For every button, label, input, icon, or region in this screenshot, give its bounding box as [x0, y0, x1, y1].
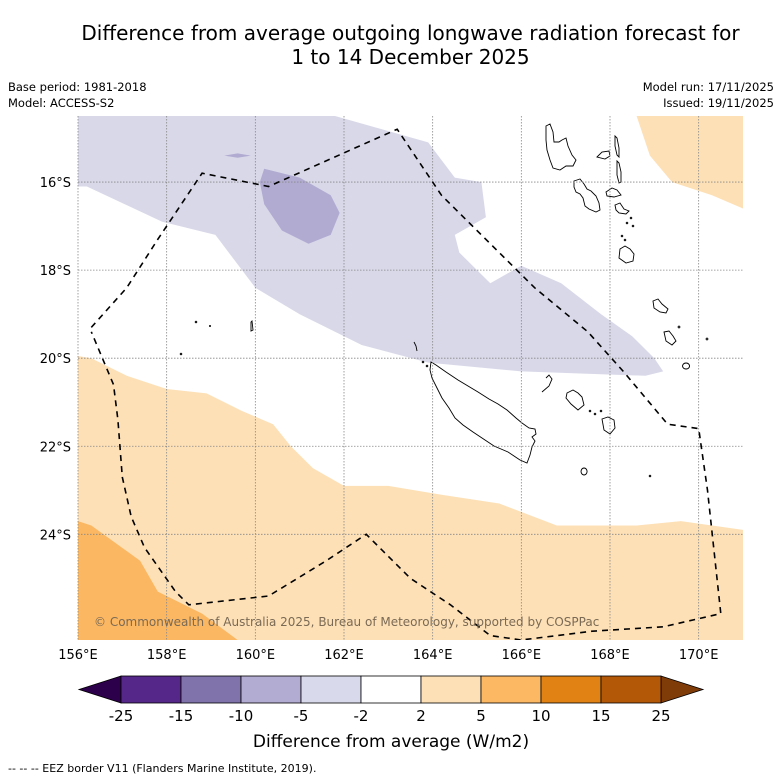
longitude-labels: 156°E 158°E 160°E 162°E 164°E 166°E 168°E 170°E: [58, 648, 718, 663]
latitude-tick-label: 20°S: [40, 352, 71, 367]
colorbar-tick-label: -25: [109, 707, 134, 725]
colorbar-under-arrow: [77, 675, 122, 704]
anomaly-regions: [78, 116, 743, 640]
model-name: Model: ACCESS-S2: [8, 96, 115, 110]
anomaly-2-to-5-south: [78, 356, 743, 640]
latitude-tick-label: 22°S: [40, 440, 71, 455]
island-malekula: [573, 178, 601, 213]
island-maewo: [614, 134, 620, 159]
colorbar-bin: [540, 675, 602, 704]
model-run-date: Model run: 17/11/2025: [642, 80, 774, 94]
island-isle-of-pines: [580, 467, 588, 476]
anomaly-minus10-to-minus5-speck: [224, 153, 251, 158]
colorbar-tick-label: -15: [169, 707, 194, 725]
colorbar-tick-label: 5: [476, 707, 486, 725]
island-erromango: [652, 298, 669, 314]
island-chesterfield: [250, 320, 254, 332]
chart-title-line1: Difference from average outgoing longwav…: [81, 21, 740, 45]
island-grande-terre: [429, 361, 537, 464]
colorbar-bin: [120, 675, 182, 704]
colorbar-tick-label: -2: [354, 707, 369, 725]
longitude-tick-label: 170°E: [679, 648, 719, 663]
island-efate: [618, 245, 635, 264]
colorbar-bin: [360, 675, 422, 704]
latitude-tick-label: 18°S: [40, 264, 71, 279]
issued-date: Issued: 19/11/2025: [663, 96, 774, 110]
anomaly-5-to-10-southwest: [78, 521, 238, 640]
island-belep: [413, 341, 418, 352]
latitude-labels: 16°S 18°S 20°S 22°S 24°S: [40, 176, 71, 543]
eez-border-line: [90, 128, 722, 640]
longitude-tick-label: 156°E: [58, 648, 98, 663]
longitude-tick-label: 162°E: [324, 648, 364, 663]
colorbar-tick-label: -10: [229, 707, 254, 725]
longitude-tick-label: 168°E: [590, 648, 630, 663]
base-period: Base period: 1981-2018: [8, 80, 147, 94]
island-ouvea: [541, 374, 553, 393]
chart-title-line2: 1 to 14 December 2025: [291, 45, 530, 69]
colorbar-over-arrow: [660, 675, 705, 704]
island-lifou: [565, 389, 585, 411]
copyright-notice: © Commonwealth of Australia 2025, Bureau…: [94, 615, 599, 629]
colorbar-tick-label: 10: [531, 707, 550, 725]
colorbar-tick-label: 15: [591, 707, 610, 725]
coastlines: [179, 123, 709, 478]
meta-left: Base period: 1981-2018 Model: ACCESS-S2: [8, 79, 147, 111]
colorbar: -25 -15 -10 -5 -2 2 5 10 15 25: [77, 675, 705, 725]
island-espiritu-santo: [545, 123, 577, 171]
island-ambae: [596, 150, 611, 160]
island-aneityum: [682, 362, 690, 370]
colorbar-bin: [600, 675, 662, 704]
longitude-tick-label: 160°E: [236, 648, 276, 663]
anomaly-2-to-5-northeast: [636, 116, 743, 209]
longitude-tick-label: 166°E: [502, 648, 542, 663]
longitude-tick-label: 158°E: [147, 648, 187, 663]
colorbar-tick-label: 25: [651, 707, 670, 725]
anomaly-minus10-to-minus5-patch: [259, 168, 340, 244]
anomaly-minus5-to-minus2-north: [78, 116, 664, 376]
meta-right: Model run: 17/11/2025 Issued: 19/11/2025: [643, 79, 774, 111]
latitude-tick-label: 24°S: [40, 528, 71, 543]
graticule: [77, 116, 743, 640]
island-epi: [614, 202, 630, 215]
colorbar-bin: [480, 675, 542, 704]
colorbar-bin: [420, 675, 482, 704]
island-tanna: [663, 330, 677, 346]
latitude-tick-label: 16°S: [40, 176, 71, 191]
eez-footnote: -- -- -- EEZ border V11 (Flanders Marine…: [8, 762, 317, 775]
colorbar-bin: [180, 675, 242, 704]
map-plot-area: © Commonwealth of Australia 2025, Bureau…: [77, 116, 743, 640]
eez-border: [90, 128, 722, 640]
colorbar-bin: [240, 675, 302, 704]
colorbar-label: Difference from average (W/m2): [253, 732, 529, 752]
colorbar-tick-label: -5: [294, 707, 309, 725]
longitude-tick-label: 164°E: [413, 648, 453, 663]
island-mare: [601, 416, 616, 435]
island-ambrym: [605, 187, 622, 198]
colorbar-tick-label: 2: [416, 707, 426, 725]
colorbar-bin: [300, 675, 362, 704]
